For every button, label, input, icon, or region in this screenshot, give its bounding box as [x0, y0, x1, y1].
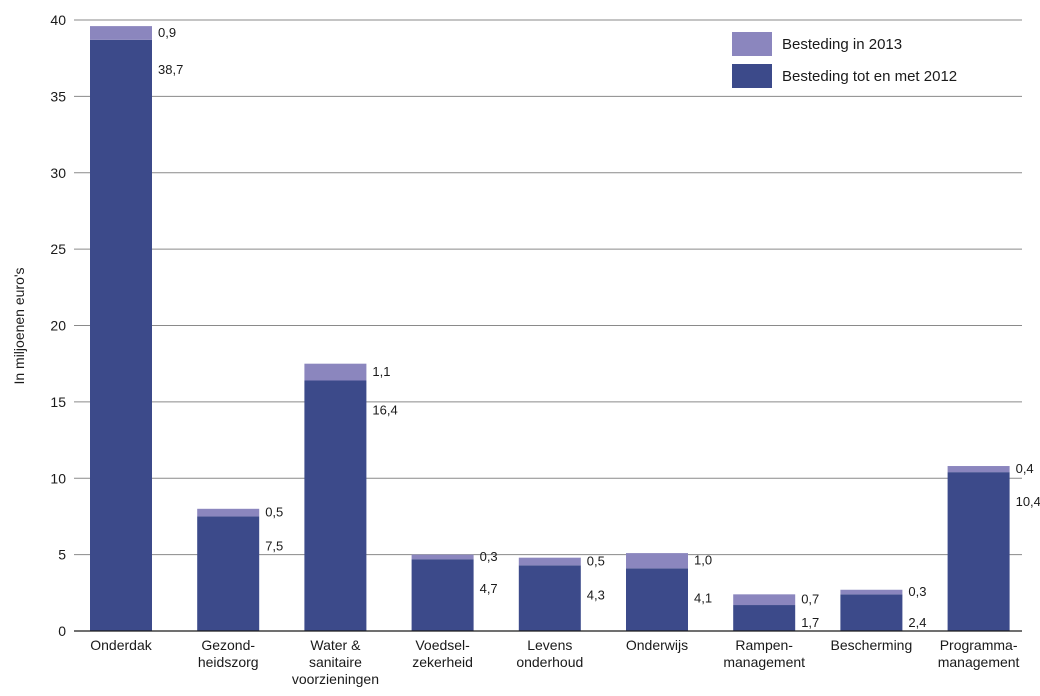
category-label: voorzieningen	[292, 671, 379, 687]
category-label: Onderwijs	[626, 637, 688, 653]
value-label-2012: 16,4	[372, 402, 397, 417]
category-label: management	[938, 654, 1020, 670]
value-label-2012: 38,7	[158, 62, 183, 77]
bar-segment-2013	[411, 554, 474, 560]
legend-label: Besteding tot en met 2012	[782, 68, 957, 85]
category-label: Levens	[527, 637, 572, 653]
legend-swatch	[732, 64, 772, 88]
value-label-2012: 4,7	[480, 581, 498, 596]
bar-segment-2012	[947, 472, 1010, 631]
value-label-2013: 0,5	[265, 505, 283, 520]
y-tick-label: 10	[50, 470, 66, 486]
bars	[90, 26, 1010, 632]
legend-swatch	[732, 32, 772, 56]
category-labels: Onderdak Gezond-heidszorg Water &sanitaire…	[90, 637, 1019, 687]
value-label-2012: 1,7	[801, 615, 819, 630]
bar-segment-2013	[304, 363, 367, 381]
gridlines	[74, 19, 1022, 556]
bar-segment-2012	[411, 559, 474, 631]
value-label-2012: 2,4	[908, 615, 926, 630]
bar-segment-2013	[947, 466, 1010, 473]
bar-segment-2012	[518, 565, 581, 631]
bar-segment-2012	[733, 605, 796, 631]
category-label: management	[723, 654, 805, 670]
bar-segment-2012	[304, 380, 367, 631]
category-label: onderhoud	[516, 654, 583, 670]
category-label: heidszorg	[198, 654, 259, 670]
category-label: Gezond-	[201, 637, 255, 653]
value-label-2013: 0,3	[908, 584, 926, 599]
value-label-2012: 10,4	[1016, 494, 1040, 509]
bar-segment-2012	[197, 516, 260, 631]
y-tick-label: 0	[58, 623, 66, 639]
category-label: Water &	[310, 637, 361, 653]
bar-segment-2012	[840, 594, 903, 631]
value-label-2013: 0,3	[480, 549, 498, 564]
y-tick-label: 30	[50, 165, 66, 181]
category-label: Programma-	[940, 637, 1018, 653]
value-labels: 0,9 38,7 0,5 7,5 1,1 16,4 0,3 4,7 0,5 4,3 1,0 4,1 0,…	[158, 25, 1040, 630]
bar-segment-2013	[197, 508, 260, 517]
y-tick-label: 40	[50, 12, 66, 28]
value-label-2013: 0,9	[158, 25, 176, 40]
y-tick-label: 15	[50, 394, 66, 410]
bar-segment-2013	[518, 557, 581, 566]
bar-segment-2013	[90, 26, 152, 40]
bar-segment-2013	[733, 594, 796, 606]
y-tick-label: 5	[58, 547, 66, 563]
value-label-2012: 7,5	[265, 538, 283, 553]
category-label: Voedsel-	[415, 637, 470, 653]
category-label: sanitaire	[309, 654, 362, 670]
value-label-2013: 1,1	[372, 364, 390, 379]
y-tick-label: 20	[50, 318, 66, 334]
value-label-2013: 0,4	[1016, 461, 1034, 476]
value-label-2013: 1,0	[694, 553, 712, 568]
y-tick-label: 35	[50, 88, 66, 104]
value-label-2013: 0,5	[587, 553, 605, 568]
value-label-2012: 4,3	[587, 587, 605, 602]
legend: Besteding in 2013 Besteding tot en met 20…	[732, 32, 957, 88]
bar-segment-2013	[626, 553, 688, 569]
category-label: Onderdak	[90, 637, 152, 653]
y-axis-ticks: 0 5 10 15 20 25 30 35 40	[50, 12, 66, 639]
category-label: Bescherming	[831, 637, 913, 653]
bar-segment-2012	[90, 39, 152, 632]
y-tick-label: 25	[50, 241, 66, 257]
category-label: Rampen-	[735, 637, 793, 653]
bar-segment-2012	[626, 568, 688, 631]
y-axis-label: In miljoenen euro's	[11, 267, 27, 384]
category-label: zekerheid	[412, 654, 473, 670]
legend-label: Besteding in 2013	[782, 36, 902, 53]
bar-segment-2013	[840, 589, 903, 595]
value-label-2013: 0,7	[801, 592, 819, 607]
value-label-2012: 4,1	[694, 590, 712, 605]
